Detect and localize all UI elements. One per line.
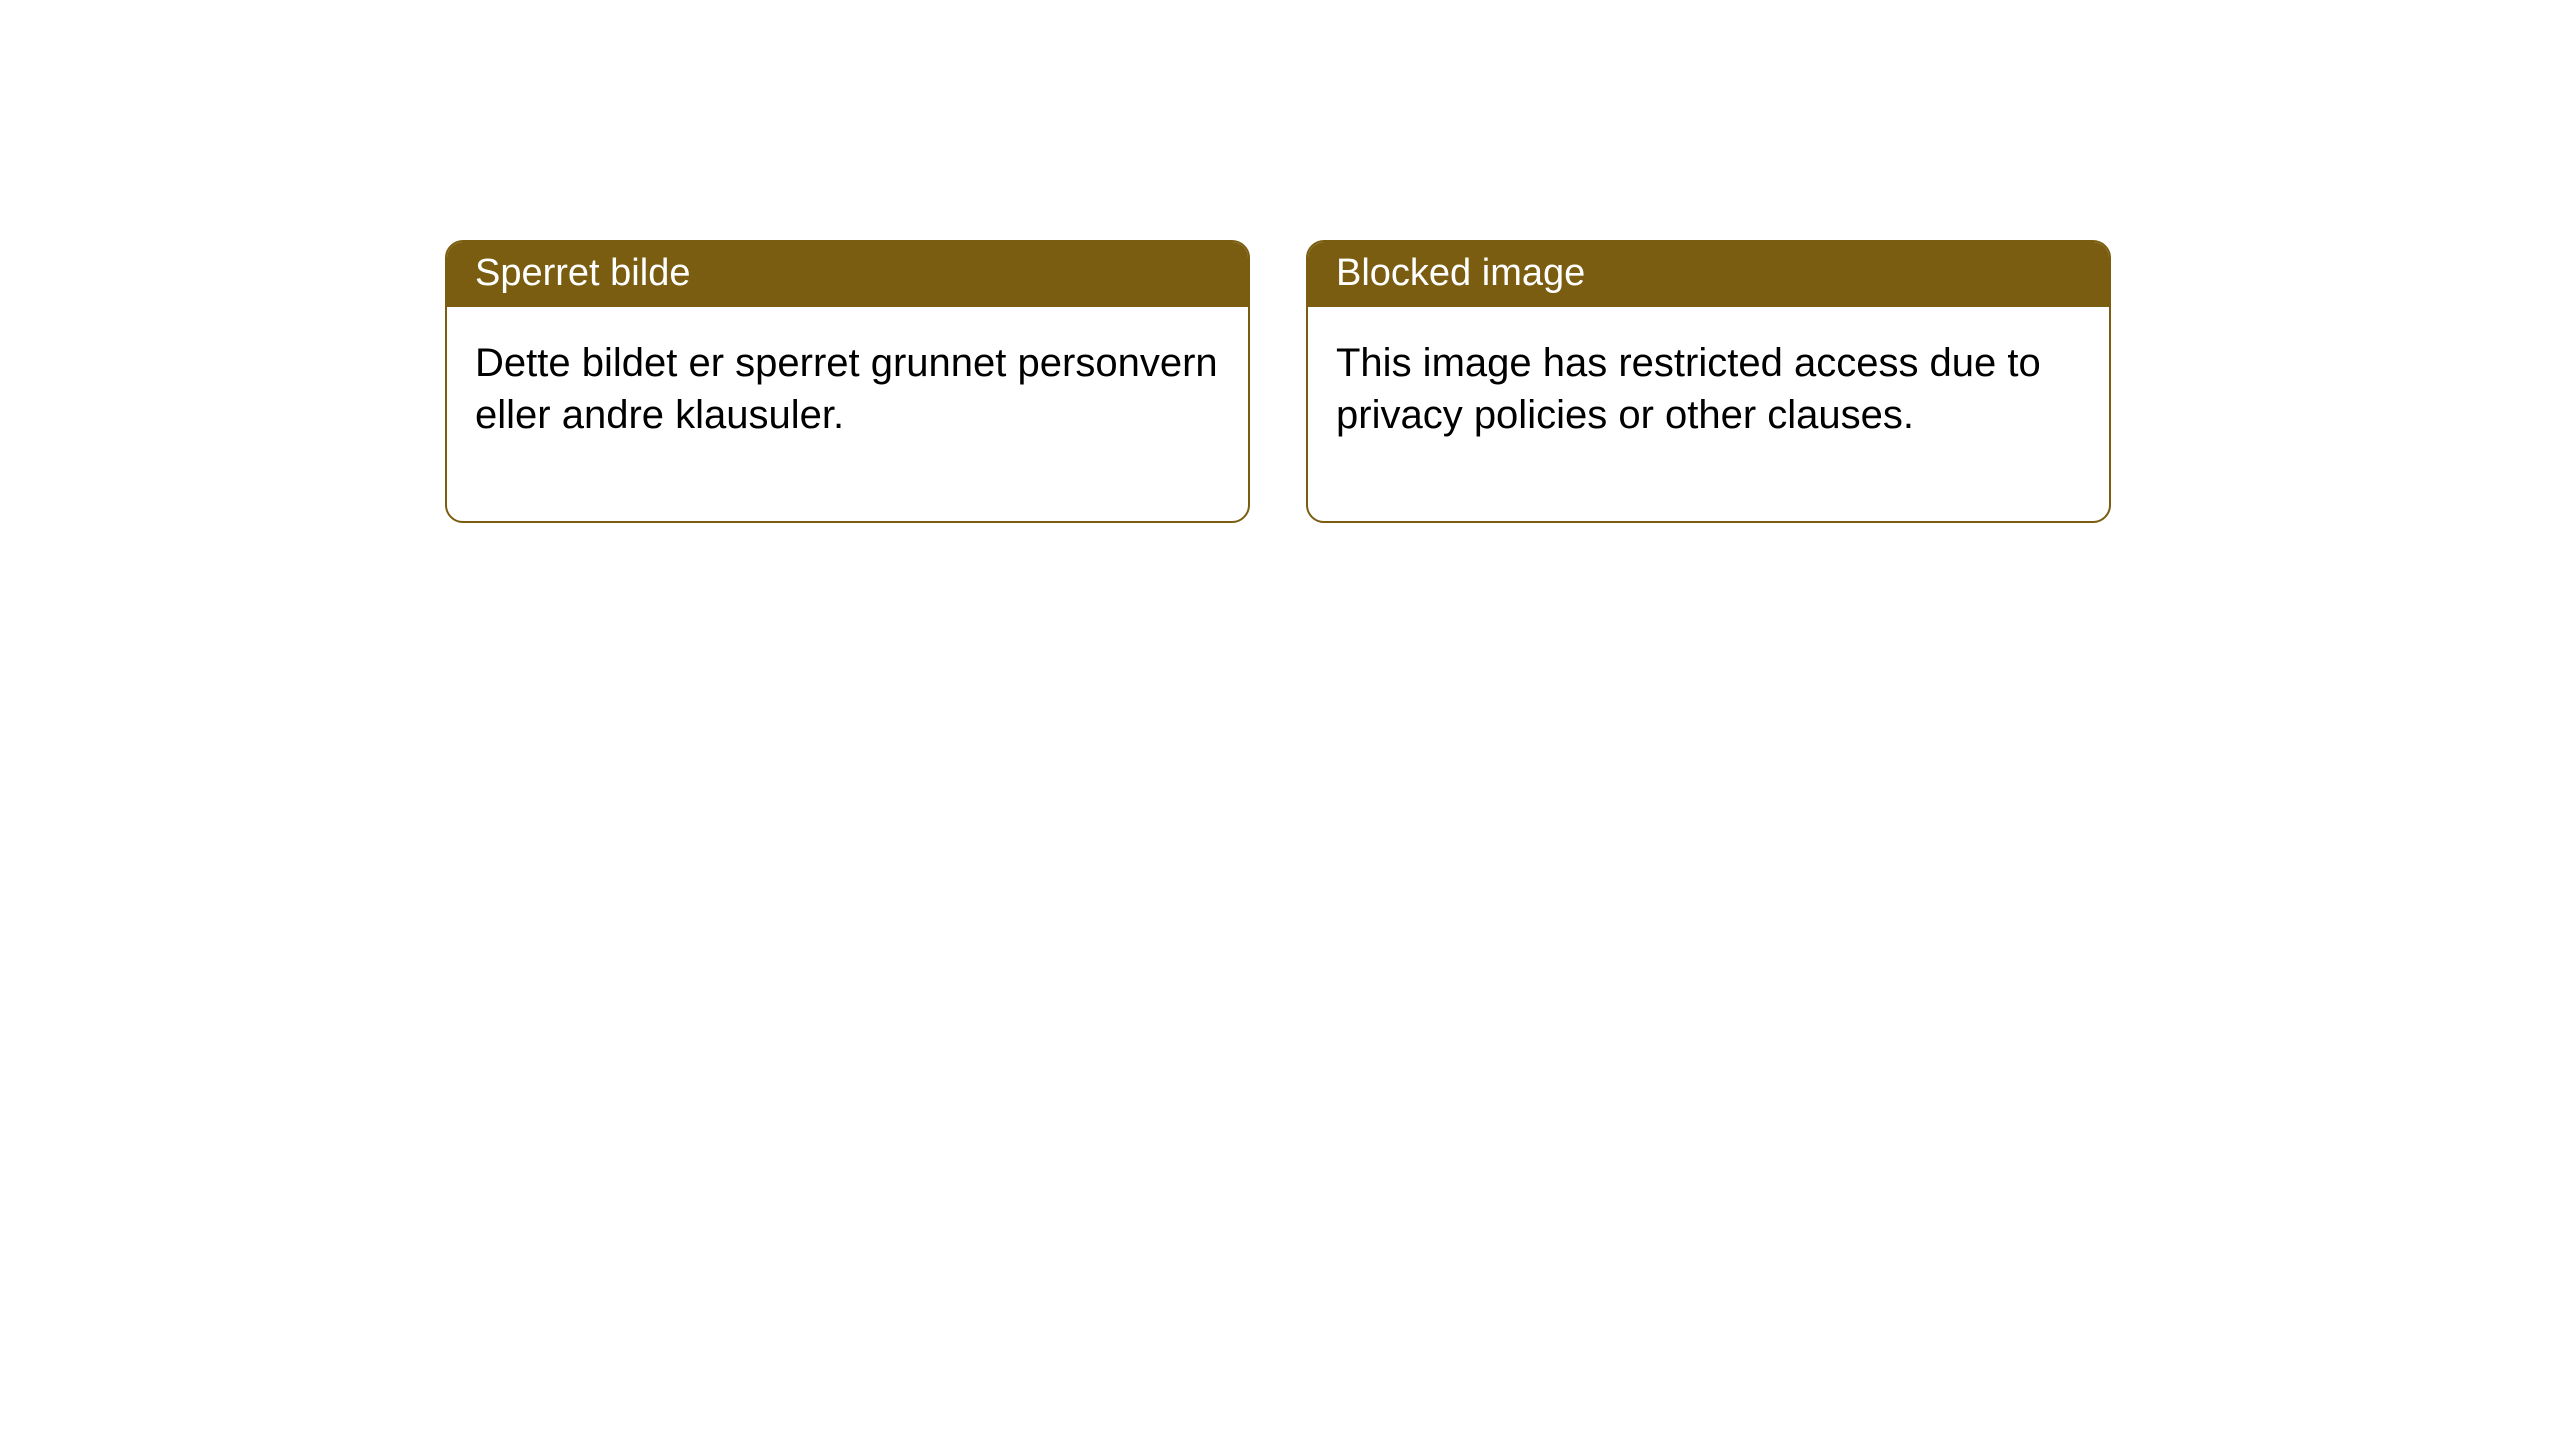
notice-body: This image has restricted access due to …	[1308, 307, 2109, 521]
notice-body: Dette bildet er sperret grunnet personve…	[447, 307, 1248, 521]
notice-container: Sperret bilde Dette bildet er sperret gr…	[445, 240, 2111, 523]
notice-title: Blocked image	[1308, 242, 2109, 307]
notice-title: Sperret bilde	[447, 242, 1248, 307]
notice-card-english: Blocked image This image has restricted …	[1306, 240, 2111, 523]
notice-card-norwegian: Sperret bilde Dette bildet er sperret gr…	[445, 240, 1250, 523]
